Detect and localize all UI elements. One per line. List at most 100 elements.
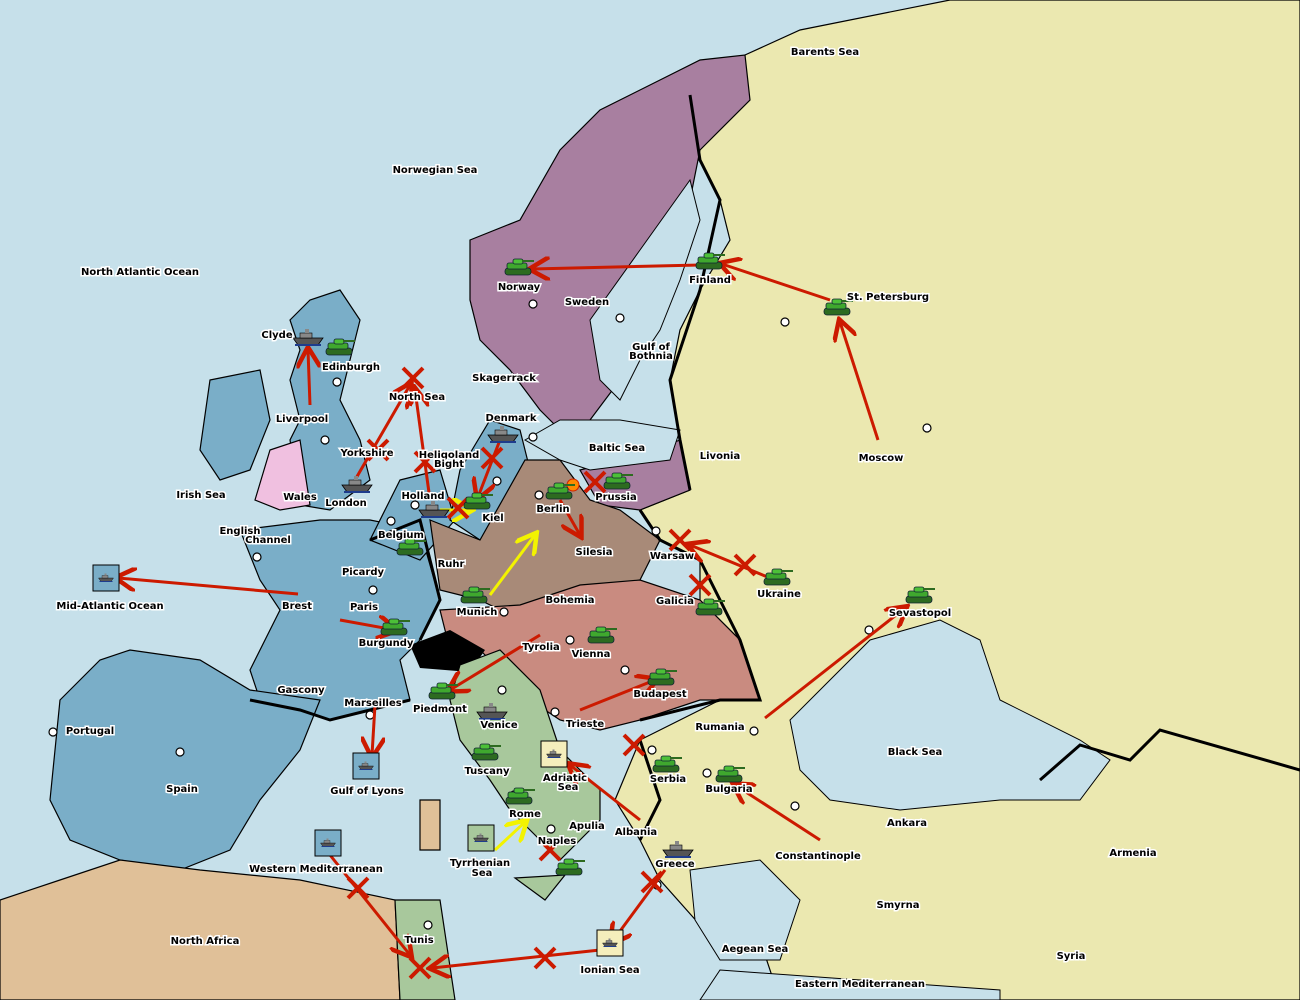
fleet-unit-battleship-icon[interactable] <box>467 824 495 852</box>
region-italy[interactable] <box>449 649 601 861</box>
label-ukraine: Ukraine <box>757 589 801 600</box>
sea-gulf-of-bothnia[interactable] <box>589 178 701 401</box>
region-russia-turkey-balkans[interactable] <box>614 0 1300 1000</box>
label-skagerrack: Skagerrack <box>472 373 536 384</box>
label-moscow: Moscow <box>859 453 904 464</box>
supply-center-icon <box>565 635 575 645</box>
label-berlin: Berlin <box>536 504 569 515</box>
label-greece: Greece <box>655 859 695 870</box>
label-gulf-of-bothnia-2: Bothnia <box>629 351 673 362</box>
supply-center-icon <box>620 665 630 675</box>
supply-center-icon <box>790 801 800 811</box>
support-arrow <box>488 535 535 596</box>
label-gascony: Gascony <box>277 685 325 696</box>
fleet-unit-battleship-icon[interactable] <box>540 740 568 768</box>
label-constantinople: Constantinople <box>775 851 861 862</box>
move-arrow <box>450 633 541 690</box>
x-mark-icon <box>401 366 425 390</box>
move-arrow <box>353 385 410 481</box>
label-english-channel-2: Channel <box>245 535 291 546</box>
fleet-unit-battleship-icon[interactable] <box>596 929 624 957</box>
army-unit-tank-icon[interactable] <box>555 858 586 876</box>
label-smyrna: Smyrna <box>877 900 920 911</box>
label-trieste: Trieste <box>566 719 605 730</box>
move-arrow <box>478 439 502 497</box>
label-belgium: Belgium <box>378 530 424 541</box>
sea-baltic[interactable] <box>523 419 681 471</box>
region-germany[interactable] <box>429 459 661 621</box>
border-line <box>369 517 442 641</box>
label-venice: Venice <box>480 720 517 731</box>
supply-center-icon <box>780 317 790 327</box>
label-norway: Norway <box>498 282 541 293</box>
sea-black[interactable] <box>789 619 1111 811</box>
supply-center-icon <box>386 516 396 526</box>
region-tunis[interactable] <box>394 899 456 1000</box>
label-denmark: Denmark <box>486 413 537 424</box>
label-ionian-sea: Ionian Sea <box>580 965 639 976</box>
label-adriatic-sea-2: Sea <box>558 782 579 793</box>
label-liverpool: Liverpool <box>276 414 328 425</box>
move-arrow <box>118 578 299 596</box>
region-ireland[interactable] <box>199 369 271 481</box>
region-iberia[interactable] <box>49 649 321 871</box>
label-burgundy: Burgundy <box>359 638 414 649</box>
label-wales: Wales <box>283 492 317 503</box>
border-line <box>668 94 722 491</box>
move-arrow <box>579 680 655 712</box>
label-spain: Spain <box>166 784 198 795</box>
supply-center-icon <box>332 377 342 387</box>
supply-center-icon <box>534 490 544 500</box>
border-line <box>638 509 763 722</box>
label-paris: Paris <box>350 602 378 613</box>
border-line <box>249 698 411 722</box>
label-brest: Brest <box>282 601 312 612</box>
move-arrow <box>532 265 701 269</box>
label-tyrrhenian-sea: Tyrrhenian <box>450 858 510 869</box>
label-tunis: Tunis <box>404 935 433 946</box>
label-yorkshire: Yorkshire <box>340 448 394 459</box>
border-line <box>1039 728 1300 782</box>
supply-center-icon <box>546 824 556 834</box>
label-gulf-of-bothnia: Gulf of <box>632 342 670 353</box>
label-warsaw: Warsaw <box>650 551 694 562</box>
region-north-africa[interactable] <box>0 859 401 1000</box>
label-budapest: Budapest <box>633 689 687 700</box>
supply-center-icon <box>320 435 330 445</box>
fleet-unit-battleship-icon[interactable] <box>92 564 120 592</box>
move-arrow <box>690 545 771 580</box>
label-bohemia: Bohemia <box>546 595 595 606</box>
label-rumania: Rumania <box>695 722 744 733</box>
sea-aegean[interactable] <box>689 859 801 961</box>
label-western-mediterranean: Western Mediterranean <box>249 864 383 875</box>
move-arrow <box>764 608 905 720</box>
label-heligoland-bight: Heligoland <box>419 450 480 461</box>
label-tyrolia: Tyrolia <box>522 642 560 653</box>
label-adriatic-sea: Adriatic <box>543 773 587 784</box>
label-gulf-of-lyons: Gulf of Lyons <box>330 786 403 797</box>
label-armenia: Armenia <box>1109 848 1156 859</box>
region-sicily[interactable] <box>513 874 567 901</box>
label-livonia: Livonia <box>700 451 740 462</box>
move-arrow <box>328 854 410 955</box>
supply-center-icon <box>48 727 58 737</box>
region-switzerland <box>410 630 485 672</box>
label-english-channel: English <box>219 526 260 537</box>
label-apulia: Apulia <box>569 821 605 832</box>
support-arrow <box>493 822 525 852</box>
label-st-petersburg: St. Petersburg <box>847 292 929 303</box>
units[interactable] <box>92 252 936 957</box>
orders <box>118 264 905 978</box>
supply-center-icon <box>702 768 712 778</box>
supply-center-icon <box>410 500 420 510</box>
label-syria: Syria <box>1057 951 1086 962</box>
label-holland: Holland <box>401 491 444 502</box>
supply-center-icon <box>497 685 507 695</box>
supply-center-icon <box>864 625 874 635</box>
sea-eastern-med[interactable] <box>699 969 1001 1000</box>
supply-center-icon <box>499 607 509 617</box>
fleet-unit-battleship-icon[interactable] <box>314 829 342 857</box>
region-wales[interactable] <box>254 439 311 511</box>
fleet-unit-battleship-icon[interactable] <box>352 752 380 780</box>
